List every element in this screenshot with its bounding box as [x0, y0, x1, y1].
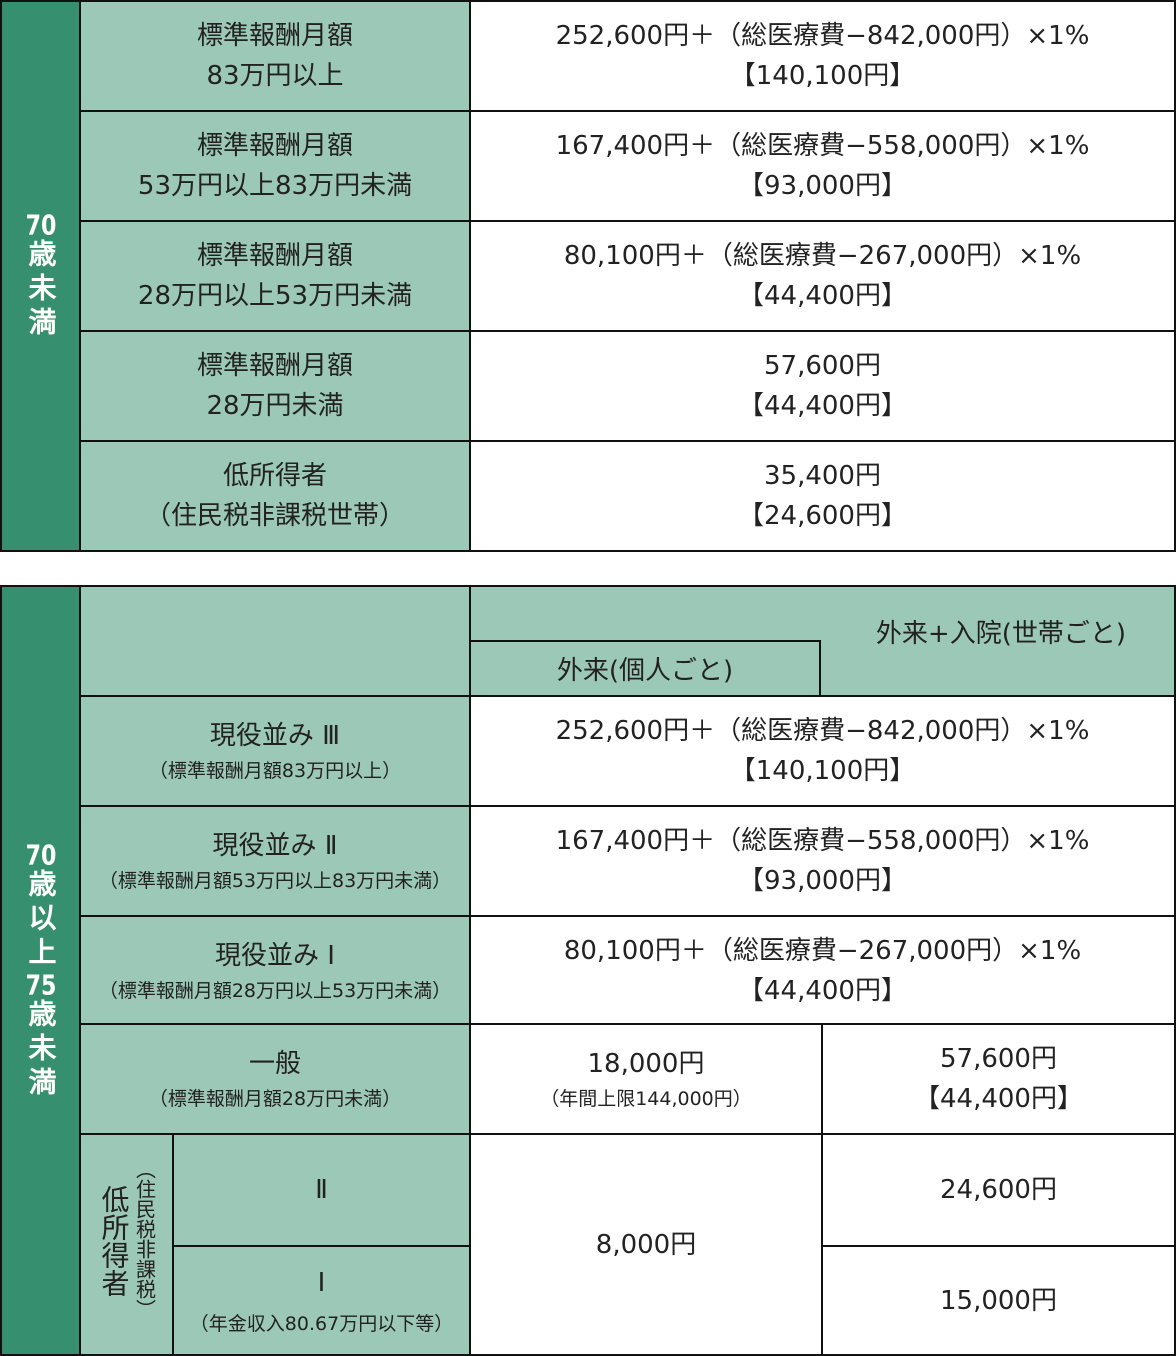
row-value: 80,100円＋（総医療費−267,000円）×1% 【44,400円】: [469, 915, 1176, 1027]
low-income-II-household: 24,600円: [821, 1133, 1176, 1247]
header-outpatient: 外来(個人ごと): [469, 640, 821, 697]
group-text: 歳未満: [24, 998, 58, 1101]
group-age: 70: [25, 840, 57, 869]
row-value: 252,600円＋（総医療費−842,000円）×1% 【140,100円】: [469, 695, 1176, 807]
row-label: 標準報酬月額 53万円以上83万円未満: [79, 110, 471, 222]
group-under-70: 70歳未満: [0, 0, 81, 552]
row-label: 標準報酬月額 83万円以上: [79, 0, 471, 112]
row-value: 167,400円＋（総医療費−558,000円）×1% 【93,000円】: [469, 110, 1176, 222]
row-value: 57,600円 【44,400円】: [469, 330, 1176, 442]
row-label: 現役並み Ⅰ （標準報酬月額28万円以上53万円未満）: [79, 915, 471, 1027]
row-general-outpatient: 18,000円 （年間上限144,000円）: [469, 1023, 823, 1135]
low-income-I-label: Ⅰ （年金収入80.67万円以下等）: [172, 1245, 471, 1356]
row-value: 167,400円＋（総医療費−558,000円）×1% 【93,000円】: [469, 805, 1176, 917]
low-income-label: 低所得者 （住民税非課税）: [79, 1133, 174, 1356]
row-label: 標準報酬月額 28万円以上53万円未満: [79, 220, 471, 332]
row-value: 252,600円＋（総医療費−842,000円）×1% 【140,100円】: [469, 0, 1176, 112]
low-income-outpatient: 8,000円: [469, 1133, 823, 1356]
row-label: 現役並み Ⅲ （標準報酬月額83万円以上）: [79, 695, 471, 807]
header-blank: [79, 585, 471, 697]
row-label: 現役並み Ⅱ （標準報酬月額53万円以上83万円未満）: [79, 805, 471, 917]
row-label: 低所得者 （住民税非課税世帯）: [79, 440, 471, 552]
row-value: 80,100円＋（総医療費−267,000円）×1% 【44,400円】: [469, 220, 1176, 332]
row-value: 35,400円 【24,600円】: [469, 440, 1176, 552]
group-text: 歳以上: [24, 868, 58, 971]
group-70-to-74: 70歳以上75歳未満: [0, 585, 81, 1356]
group-age: 70: [25, 211, 57, 239]
group-age: 75: [25, 970, 57, 999]
low-income-II-label: Ⅱ: [172, 1133, 471, 1247]
group-text: 歳未満: [24, 239, 58, 341]
row-label: 標準報酬月額 28万円未満: [79, 330, 471, 442]
row-general-label: 一般 （標準報酬月額28万円未満）: [79, 1023, 471, 1135]
row-general-household: 57,600円 【44,400円】: [821, 1023, 1176, 1135]
low-income-I-household: 15,000円: [821, 1245, 1176, 1356]
